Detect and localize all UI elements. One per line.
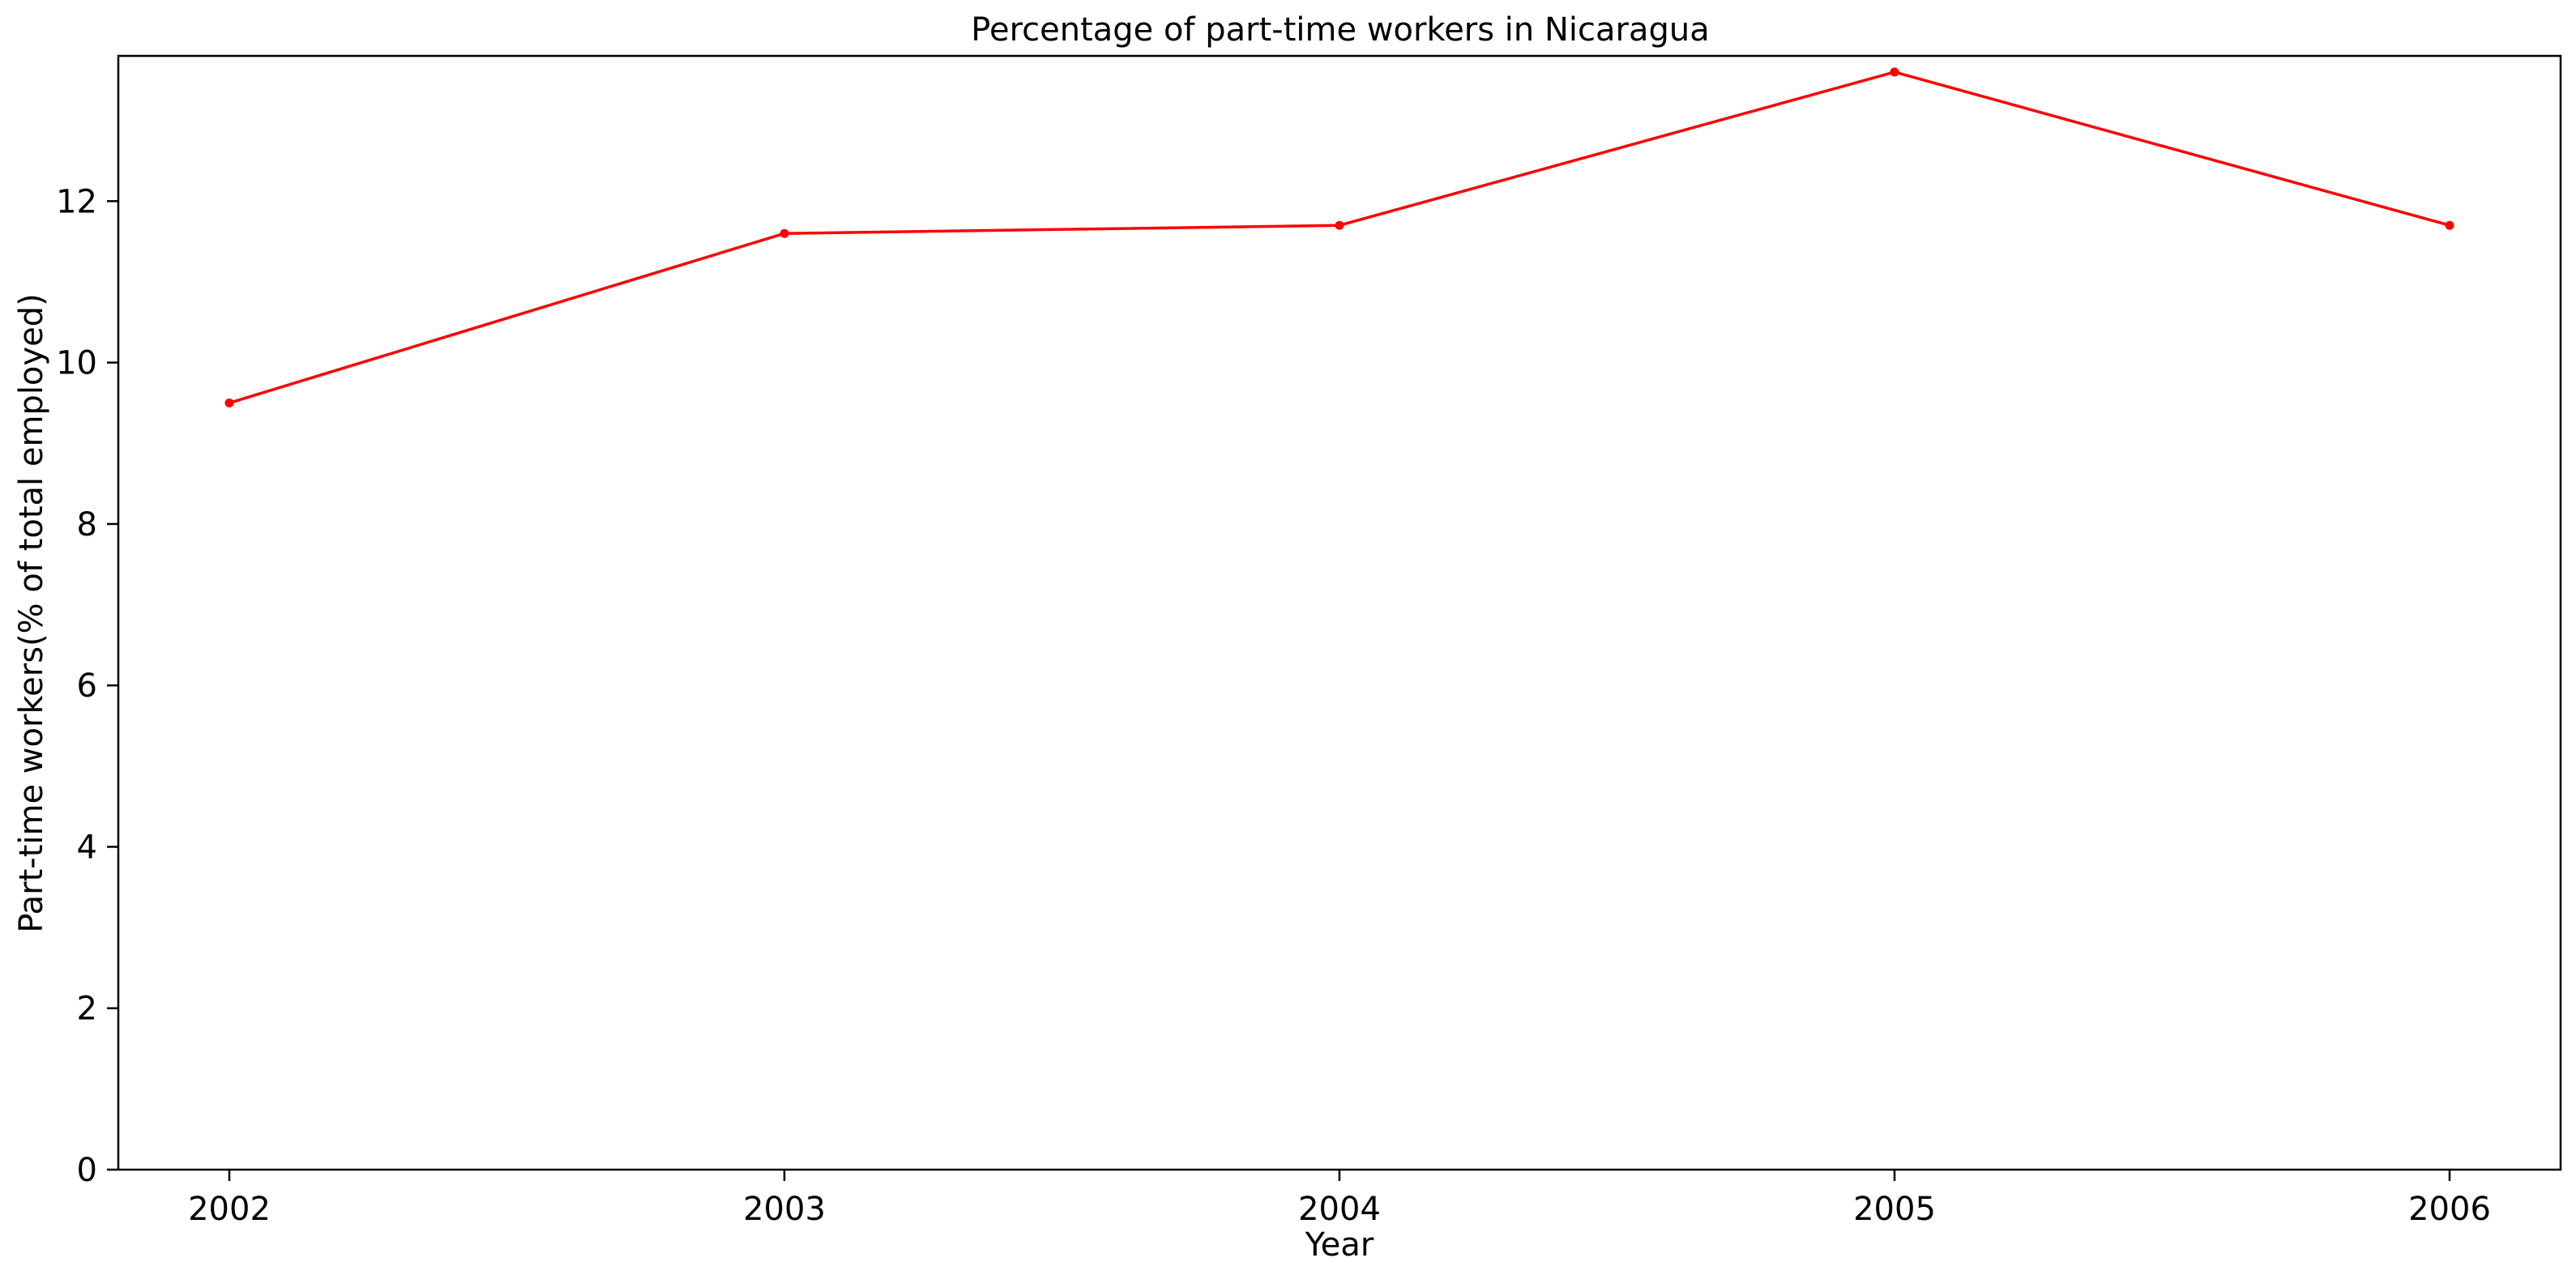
x-tick-label: 2004 xyxy=(1298,1191,1381,1228)
x-tick-label: 2003 xyxy=(743,1191,826,1228)
x-tick-label: 2002 xyxy=(188,1191,271,1228)
y-tick-label: 2 xyxy=(77,991,97,1028)
series-markers xyxy=(224,67,2454,407)
y-axis: 0 2 4 6 8 10 12 xyxy=(56,183,118,1189)
series-line xyxy=(229,70,2450,405)
x-axis: 2002 2003 2004 2005 2006 xyxy=(188,1170,2491,1228)
x-tick-label: 2006 xyxy=(2408,1191,2491,1228)
x-tick-label: 2005 xyxy=(1853,1191,1936,1228)
data-point xyxy=(1335,220,1344,230)
y-tick-label: 6 xyxy=(77,667,97,705)
y-tick-label: 4 xyxy=(77,829,97,866)
y-tick-label: 8 xyxy=(77,506,97,544)
data-point xyxy=(2445,220,2454,230)
y-tick-label: 12 xyxy=(56,183,97,220)
y-tick-label: 0 xyxy=(77,1152,97,1189)
y-axis-label: Part-time workers(% of total employed) xyxy=(13,293,50,932)
x-axis-label: Year xyxy=(1305,1226,1374,1264)
data-point xyxy=(224,398,234,407)
y-tick-label: 10 xyxy=(56,345,97,382)
chart-title: Percentage of part-time workers in Nicar… xyxy=(971,11,1709,49)
data-point xyxy=(1890,67,1899,77)
data-point xyxy=(780,228,789,238)
